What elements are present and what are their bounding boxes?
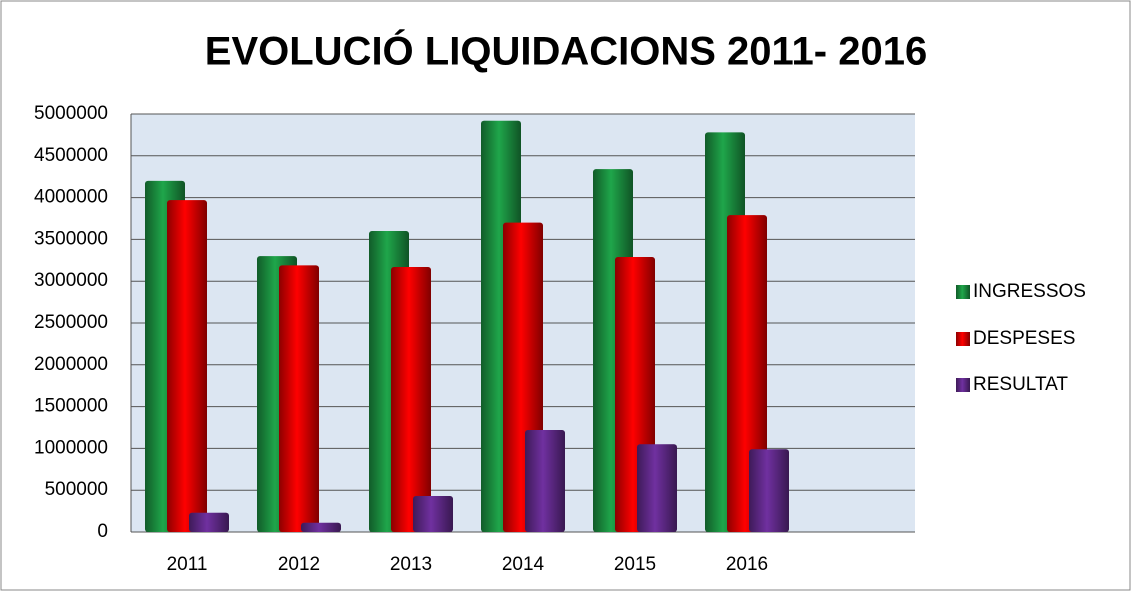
legend-swatch-shade — [956, 285, 970, 299]
bar-shade — [167, 200, 207, 532]
x-tick-label: 2014 — [502, 554, 545, 575]
y-tick-label: 1000000 — [34, 437, 108, 458]
y-tick-label: 5000000 — [34, 103, 108, 124]
bar — [301, 522, 341, 532]
legend-swatch-shade — [956, 378, 970, 392]
bar — [525, 430, 565, 532]
bar-shade — [189, 512, 229, 532]
bar-shade — [413, 496, 453, 532]
y-tick-label: 4000000 — [34, 187, 108, 208]
y-tick-label: 4500000 — [34, 145, 108, 166]
x-tick-label: 2013 — [390, 554, 432, 575]
bar-shade — [749, 449, 789, 532]
x-tick-label: 2015 — [614, 554, 656, 575]
legend-label: RESULTAT — [973, 374, 1068, 395]
bar — [637, 444, 677, 532]
bar — [167, 200, 207, 532]
y-tick-label: 0 — [97, 521, 108, 542]
y-tick-label: 500000 — [45, 479, 108, 500]
bar — [189, 512, 229, 532]
bar-shade — [301, 522, 341, 532]
x-tick-label: 2016 — [726, 554, 768, 575]
x-tick-label: 2011 — [167, 554, 208, 575]
bar-shade — [391, 266, 431, 532]
bar-shade — [279, 265, 319, 532]
legend-label: DESPESES — [973, 328, 1075, 349]
x-tick-label: 2012 — [278, 554, 320, 575]
bar — [279, 265, 319, 532]
bar — [413, 496, 453, 532]
y-tick-label: 1500000 — [34, 396, 108, 417]
legend-label: INGRESSOS — [973, 281, 1086, 302]
y-tick-label: 3500000 — [34, 228, 108, 249]
y-tick-label: 2000000 — [34, 354, 108, 375]
y-tick-label: 2500000 — [34, 312, 108, 333]
bar-shade — [637, 444, 677, 532]
bar-shade — [525, 430, 565, 532]
chart-title: EVOLUCIÓ LIQUIDACIONS 2011- 2016 — [205, 28, 927, 74]
bar — [749, 449, 789, 532]
legend-swatch-shade — [956, 332, 970, 346]
y-tick-label: 3000000 — [34, 270, 108, 291]
bar — [391, 266, 431, 532]
